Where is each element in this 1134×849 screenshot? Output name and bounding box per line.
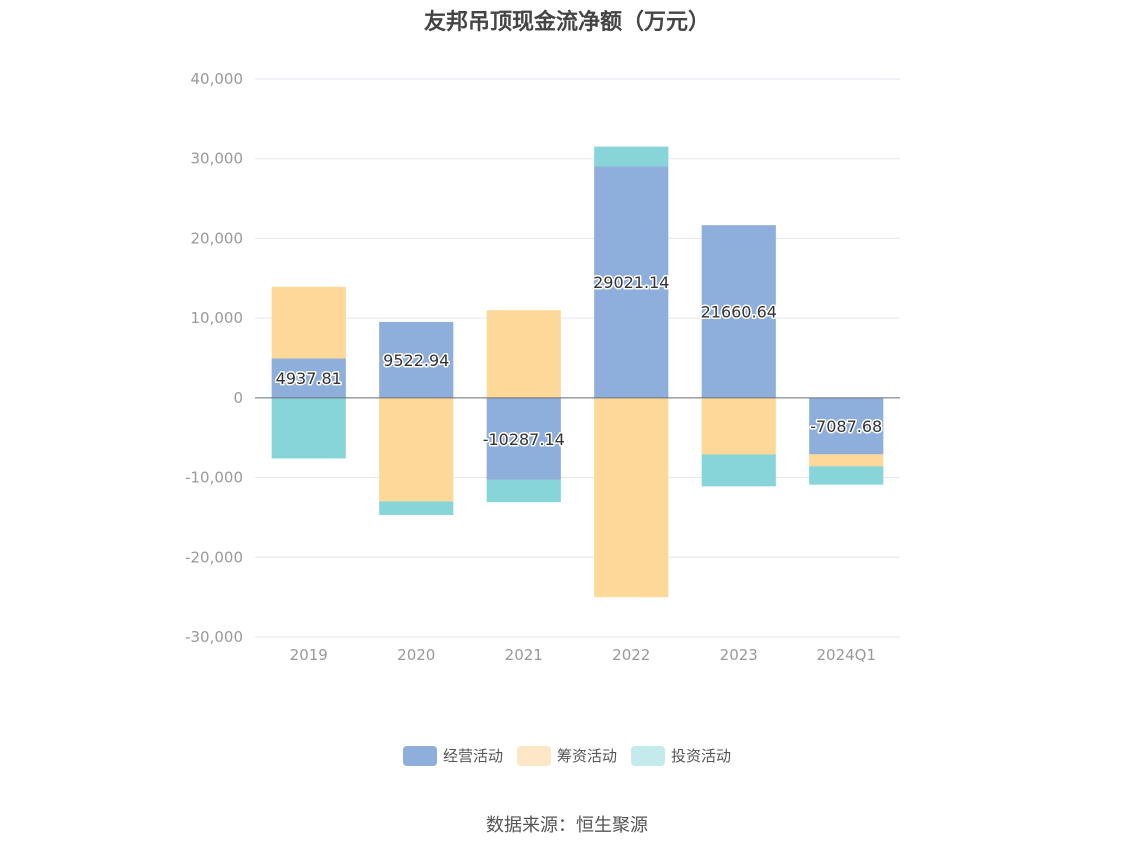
bar-financing: [594, 397, 669, 598]
y-tick-label: 20,000: [191, 229, 244, 247]
bar-operating: [486, 397, 561, 480]
x-tick-label: 2022: [612, 646, 650, 664]
chart-title: 友邦吊顶现金流净额（万元）: [423, 10, 710, 35]
legend: 经营活动 筹资活动 投资活动: [0, 745, 1134, 766]
source-note: 数据来源：恒生聚源: [486, 815, 648, 836]
chart-plot: 40,000 30,000 20,000 10,000 0 -10,000 -20,000 -…: [185, 70, 900, 664]
x-tick-label: 2020: [397, 646, 435, 664]
bar-financing: [486, 310, 561, 398]
bar-operating: [701, 225, 776, 398]
bar-financing: [379, 397, 454, 502]
bar-operating: [271, 358, 346, 398]
bar-investing: [379, 501, 454, 516]
data-label: 9522.94: [383, 351, 449, 370]
y-tick-label: 0: [233, 389, 243, 407]
y-tick-label: 40,000: [191, 70, 244, 88]
bar-investing: [271, 397, 346, 459]
x-tick-label: 2021: [505, 646, 543, 664]
data-label: -10287.14: [483, 430, 565, 449]
data-label: 29021.14: [593, 273, 669, 292]
bar-operating: [594, 166, 669, 398]
legend-label-investing: 投资活动: [671, 747, 732, 765]
data-label: 21660.64: [701, 303, 777, 322]
y-tick-label: -10,000: [185, 469, 243, 487]
x-tick-label: 2019: [290, 646, 328, 664]
x-tick-label: 2023: [720, 646, 758, 664]
y-tick-label: -20,000: [185, 548, 243, 566]
bar-investing: [594, 146, 669, 167]
bar-financing: [701, 397, 776, 455]
bar-investing: [701, 454, 776, 487]
legend-label-financing: 筹资活动: [556, 747, 617, 765]
y-tick-label: 30,000: [191, 150, 244, 168]
bar-investing: [809, 466, 884, 485]
legend-item-financing[interactable]: 筹资活动: [516, 745, 617, 766]
legend-swatch-financing: [516, 745, 551, 766]
legend-swatch-investing: [631, 745, 665, 766]
legend-item-operating[interactable]: 经营活动: [402, 745, 503, 766]
bar-financing: [271, 286, 346, 359]
legend-label-operating: 经营活动: [442, 747, 503, 765]
y-tick-label: 10,000: [191, 309, 244, 327]
data-label: -7087.68: [810, 417, 882, 436]
y-tick-label: -30,000: [185, 628, 243, 646]
bar-operating: [809, 397, 884, 455]
bar-investing: [486, 479, 561, 503]
x-tick-label: 2024Q1: [816, 646, 876, 664]
data-label: 4937.81: [276, 369, 342, 388]
bar-operating: [379, 321, 454, 398]
legend-swatch-operating: [402, 745, 437, 766]
legend-item-investing[interactable]: 投资活动: [631, 745, 731, 766]
bar-financing: [809, 454, 884, 467]
